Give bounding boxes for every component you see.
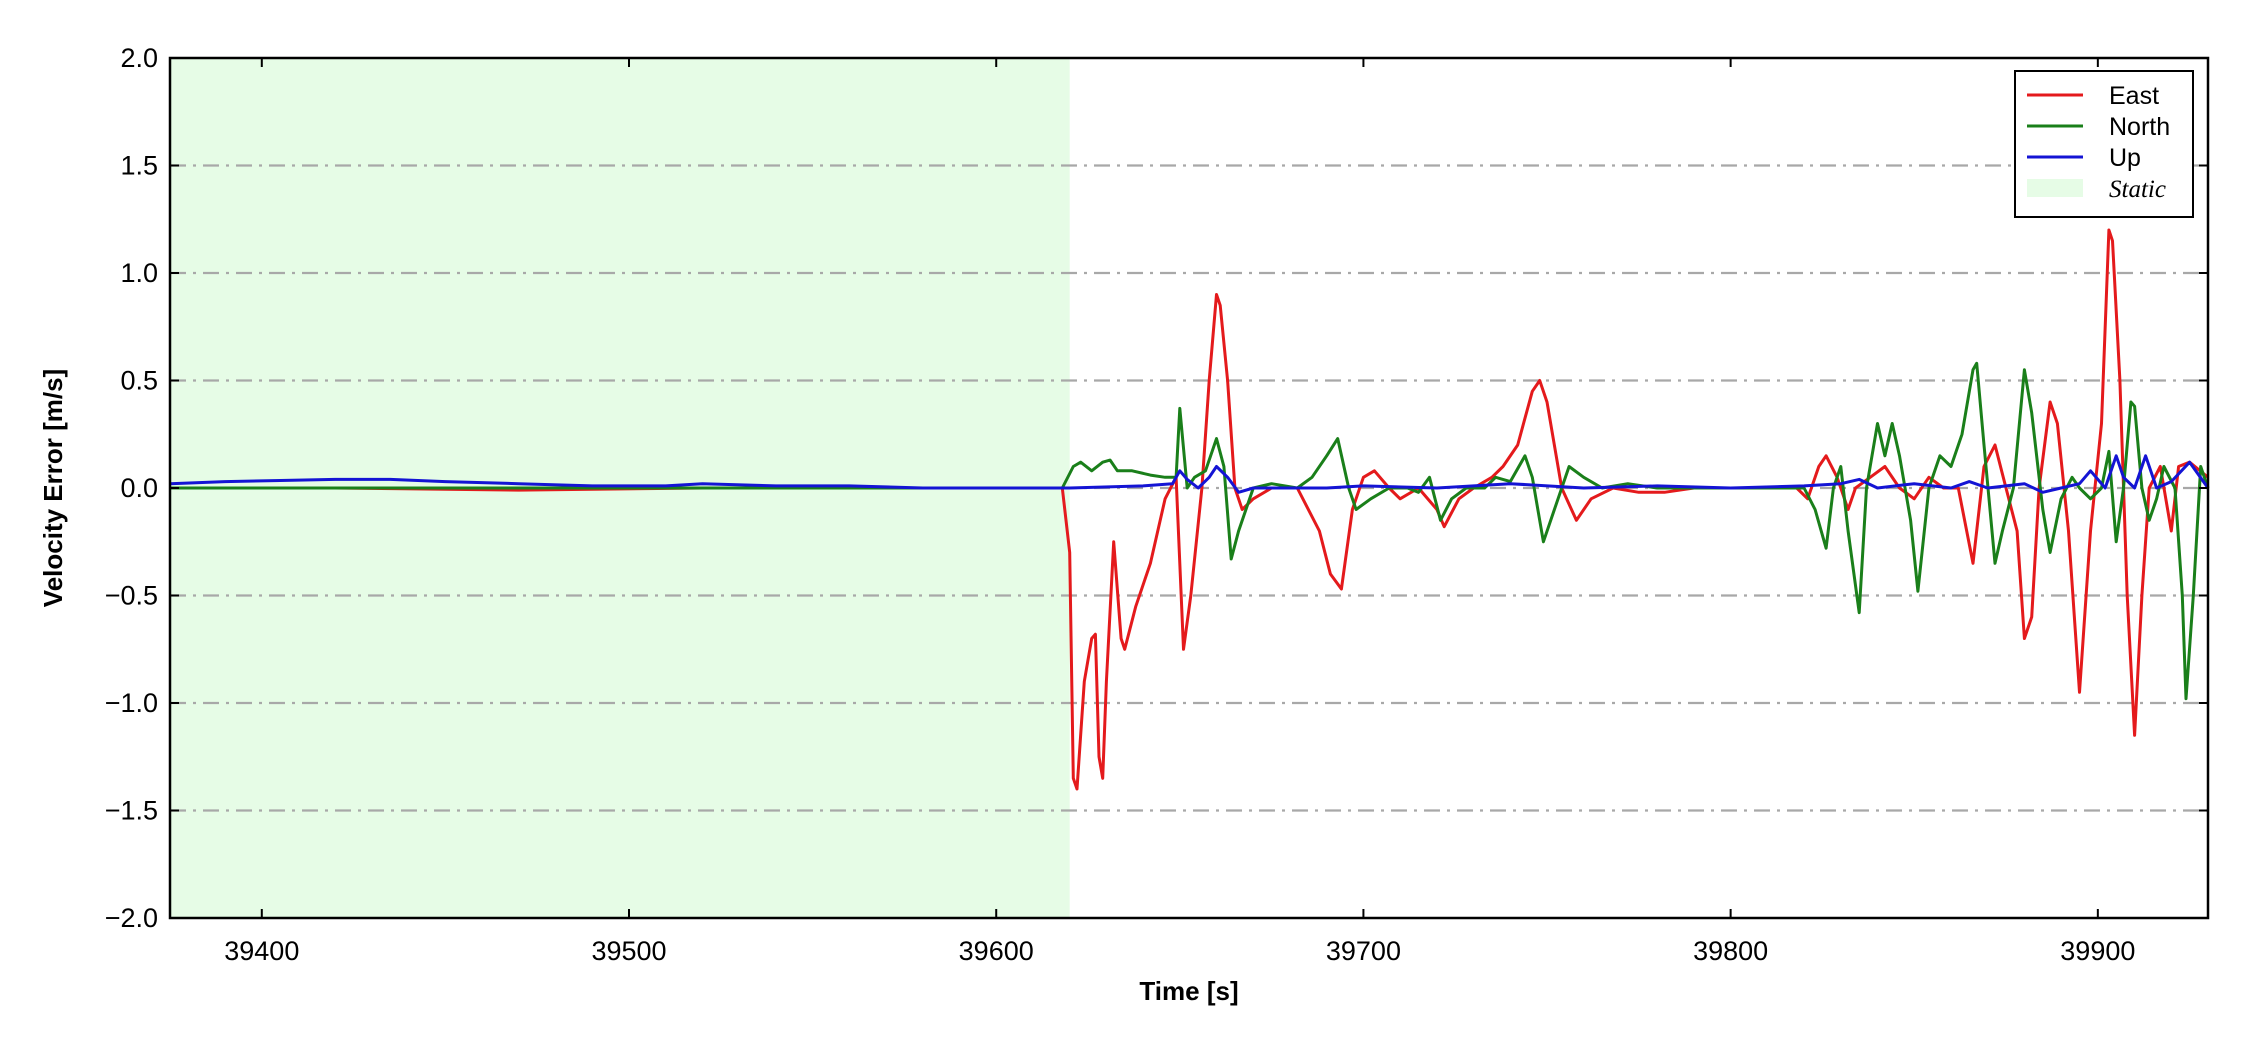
legend: East North Up Static bbox=[2014, 70, 2194, 218]
series-line-east bbox=[170, 228, 2209, 791]
series-line-up bbox=[169, 454, 2210, 494]
y-tick-label: −0.5 bbox=[105, 581, 158, 611]
x-tick-label: 39600 bbox=[959, 936, 1034, 966]
series-line-north bbox=[170, 361, 2210, 701]
y-tick-label: 0.0 bbox=[120, 473, 158, 503]
y-tick-label: 2.0 bbox=[120, 43, 158, 73]
series-lines bbox=[169, 228, 2210, 791]
y-tick-label: 1.0 bbox=[120, 258, 158, 288]
x-tick-label: 39400 bbox=[224, 936, 299, 966]
y-axis-title: Velocity Error [m/s] bbox=[38, 369, 68, 607]
y-tick-label: 0.5 bbox=[120, 366, 158, 396]
x-tick-label: 39500 bbox=[591, 936, 666, 966]
axis-tick-labels: 39400 39500 39600 39700 39800 39900 −2.0 −1.5 −1… bbox=[105, 43, 2136, 966]
legend-swatch-static bbox=[2027, 179, 2083, 197]
x-tick-label: 39800 bbox=[1693, 936, 1768, 966]
x-axis-title: Time [s] bbox=[1139, 976, 1238, 1006]
y-tick-label: −2.0 bbox=[105, 903, 158, 933]
legend-label-up: Up bbox=[2109, 144, 2141, 172]
y-tick-label: −1.5 bbox=[105, 796, 158, 826]
x-tick-label: 39700 bbox=[1326, 936, 1401, 966]
legend-label-north: North bbox=[2109, 113, 2170, 141]
y-tick-label: −1.0 bbox=[105, 688, 158, 718]
legend-label-east: East bbox=[2109, 82, 2159, 110]
x-tick-label: 39900 bbox=[2060, 936, 2135, 966]
axis-ticks bbox=[170, 57, 2208, 919]
legend-label-static: Static bbox=[2109, 176, 2166, 203]
y-tick-label: 1.5 bbox=[120, 151, 158, 181]
